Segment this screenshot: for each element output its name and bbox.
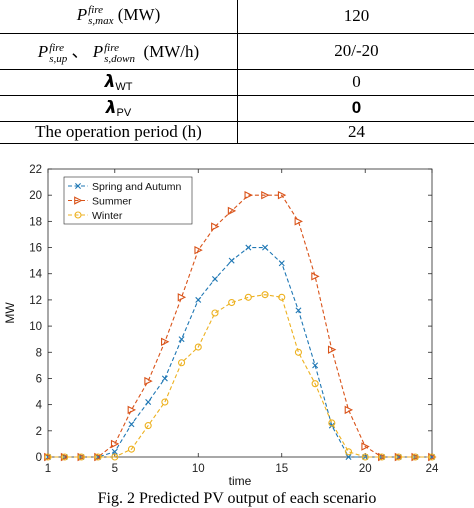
y-tick-label: 18 bbox=[29, 216, 42, 228]
y-axis-label: MW bbox=[3, 302, 17, 324]
period-label-cell: The operation period (h) bbox=[0, 121, 238, 143]
data-point bbox=[245, 294, 251, 300]
data-point bbox=[162, 399, 168, 405]
param-lambda-wt-cell: λWT bbox=[0, 69, 238, 95]
data-point bbox=[212, 276, 217, 281]
value-cell: 0 bbox=[238, 69, 474, 95]
data-point bbox=[111, 441, 118, 448]
value-cell: 120 bbox=[238, 0, 474, 33]
series-line bbox=[48, 195, 432, 457]
subscript: WT bbox=[115, 81, 132, 93]
data-point bbox=[178, 294, 185, 301]
value-cell: 24 bbox=[238, 121, 474, 143]
symbol: P bbox=[77, 5, 87, 24]
subscript: s,down bbox=[104, 54, 135, 65]
series-line bbox=[48, 295, 432, 457]
legend: Spring and Autumn Summer Winter bbox=[64, 177, 192, 224]
series-0 bbox=[45, 245, 434, 460]
table-row: λWT 0 bbox=[0, 69, 474, 95]
data-point bbox=[128, 407, 135, 414]
y-tick-label: 8 bbox=[36, 347, 42, 359]
y-tick-label: 14 bbox=[29, 269, 42, 281]
table-row: The operation period (h) 24 bbox=[0, 121, 474, 143]
superscript: fire bbox=[49, 43, 67, 54]
y-tick-label: 22 bbox=[29, 164, 42, 176]
data-point bbox=[279, 261, 284, 266]
lambda-symbol: λ bbox=[106, 98, 117, 118]
value-cell: 0 bbox=[238, 95, 474, 121]
data-point bbox=[229, 258, 234, 263]
x-tick-label: 5 bbox=[112, 463, 118, 475]
subscript: s,up bbox=[49, 54, 67, 65]
y-tick-label: 4 bbox=[36, 400, 43, 412]
y-tick-label: 12 bbox=[29, 295, 42, 307]
x-tick-label: 24 bbox=[426, 463, 439, 475]
x-tick-label: 10 bbox=[192, 463, 205, 475]
unit: (MW) bbox=[118, 5, 160, 24]
value-cell: 20/-20 bbox=[238, 33, 474, 69]
data-point bbox=[129, 422, 134, 427]
series-layer bbox=[45, 192, 436, 460]
y-tick-label: 20 bbox=[29, 190, 42, 202]
y-tick-label: 2 bbox=[36, 426, 42, 438]
figure-caption: Fig. 2 Predicted PV output of each scena… bbox=[0, 490, 474, 508]
series-1 bbox=[45, 192, 436, 460]
data-point bbox=[262, 245, 267, 250]
data-point bbox=[196, 297, 201, 302]
unit: (MW/h) bbox=[143, 42, 199, 61]
series-2 bbox=[45, 292, 435, 460]
table-row: λPV 0 bbox=[0, 95, 474, 121]
x-tick-label: 20 bbox=[359, 463, 372, 475]
x-tick-label: 1 bbox=[45, 463, 51, 475]
separator: 、 bbox=[71, 42, 88, 61]
data-point bbox=[246, 245, 251, 250]
symbol: P bbox=[38, 42, 48, 61]
symbol: P bbox=[93, 42, 103, 61]
data-point bbox=[145, 378, 152, 385]
x-axis-label: time bbox=[229, 474, 252, 488]
data-point bbox=[295, 218, 302, 225]
data-point bbox=[146, 399, 151, 404]
series-line bbox=[48, 248, 432, 457]
data-point bbox=[245, 192, 252, 199]
subscript: PV bbox=[117, 107, 132, 119]
y-tick-label: 10 bbox=[29, 321, 42, 333]
param-lambda-pv-cell: λPV bbox=[0, 95, 238, 121]
y-tick-label: 6 bbox=[36, 373, 42, 385]
y-tick-label: 0 bbox=[36, 452, 42, 464]
legend-label: Summer bbox=[92, 196, 132, 208]
data-point bbox=[345, 407, 352, 414]
superscript: fire bbox=[104, 43, 135, 54]
data-point bbox=[295, 349, 301, 355]
data-point bbox=[346, 449, 352, 455]
data-point bbox=[162, 376, 167, 381]
data-point bbox=[179, 337, 184, 342]
x-tick-label: 15 bbox=[275, 463, 288, 475]
subscript: s,max bbox=[88, 16, 113, 27]
data-point bbox=[212, 310, 218, 316]
y-tick-label: 16 bbox=[29, 243, 42, 255]
legend-label: Winter bbox=[92, 210, 123, 222]
lambda-symbol: λ bbox=[105, 72, 116, 92]
data-point bbox=[229, 300, 235, 306]
legend-label: Spring and Autumn bbox=[92, 181, 181, 193]
